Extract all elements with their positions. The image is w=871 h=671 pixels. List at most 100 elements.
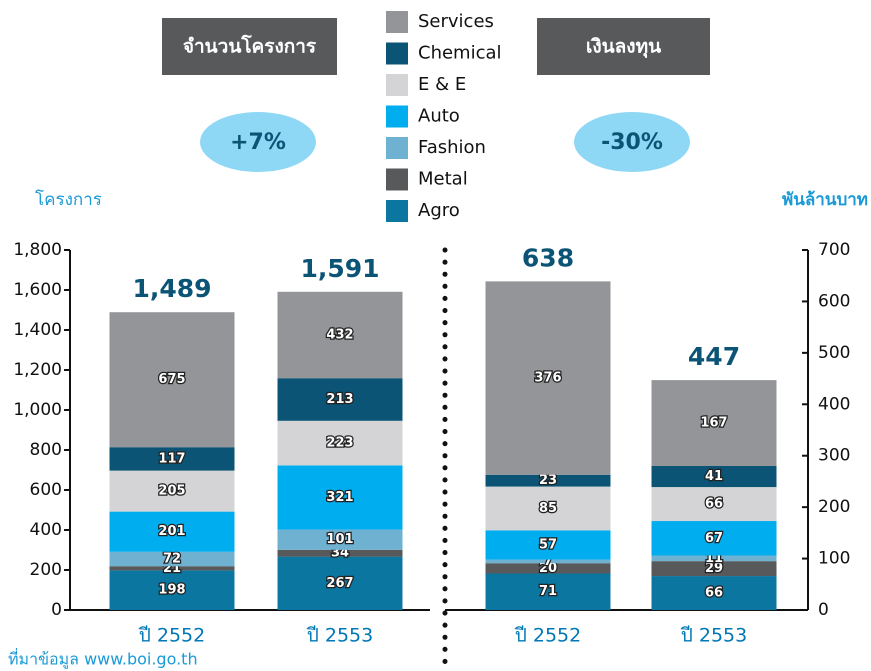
total-label: 447: [688, 342, 740, 371]
segment-label: 376: [534, 371, 561, 386]
bar-segment: Auto: [485, 530, 611, 560]
bar-segment: E & E: [651, 487, 777, 522]
x-tick-label: ปี 2553: [680, 625, 747, 647]
y-tick-label: 0: [51, 600, 62, 620]
segment-label: 41: [705, 469, 723, 484]
legend-label: Auto: [418, 106, 460, 127]
y-tick-label: 400: [30, 520, 62, 540]
segment-label: 167: [700, 416, 727, 431]
source: ที่มาข้อมูล www.boi.go.th: [8, 648, 198, 670]
legend-swatch: [386, 74, 408, 96]
segment-label: 432: [326, 328, 353, 343]
bar-segment: Fashion: [277, 529, 403, 550]
legend-label: Agro: [418, 200, 460, 221]
bar-segment: Chemical: [651, 466, 777, 488]
legend-swatch: [386, 11, 408, 33]
bar-segment: Metal: [651, 561, 777, 577]
bar-segment: Services: [485, 281, 611, 475]
segment-label: 29: [705, 561, 723, 576]
y-tick-label: 800: [30, 440, 62, 460]
bar-segment: Agro: [651, 576, 777, 610]
y-tick-label: 600: [818, 291, 850, 311]
bar-segment: Agro: [485, 573, 611, 610]
y-tick-label: 200: [30, 560, 62, 580]
total-label: 638: [522, 243, 574, 272]
bar-segment: Services: [651, 380, 777, 466]
y-tick-label: 1,800: [13, 240, 62, 260]
y-tick-label: 600: [30, 480, 62, 500]
total-label: 1,489: [132, 274, 211, 303]
y-tick-label: 500: [818, 343, 850, 363]
segment-label: 267: [326, 576, 353, 591]
header-title: จำนวนโครงการ: [183, 35, 317, 58]
y-tick-label: 1,200: [13, 360, 62, 380]
legend-swatch: [386, 105, 408, 128]
segment-label: 57: [539, 537, 557, 552]
legend-swatch: [386, 168, 408, 191]
segment-label: 101: [326, 532, 353, 547]
segment-label: 117: [158, 451, 185, 466]
bar-segment: Services: [109, 312, 235, 448]
segment-label: 205: [158, 484, 185, 499]
y-tick-label: 700: [818, 240, 850, 260]
header-box: [537, 18, 710, 75]
segment-label: 67: [705, 531, 723, 546]
legend-label: Chemical: [418, 43, 502, 64]
header-box: [162, 18, 337, 75]
bar-segment: Fashion: [109, 551, 235, 567]
segment-label: 321: [326, 490, 353, 505]
bar-segment: Auto: [109, 511, 235, 552]
segment-label: 23: [539, 473, 557, 488]
bar-segment: Chemical: [485, 474, 611, 487]
y-tick-label: 200: [818, 497, 850, 517]
bar-segment: E & E: [109, 470, 235, 512]
bar-segment: Fashion: [651, 555, 777, 562]
legend-label: Fashion: [418, 137, 486, 158]
segment-label: 223: [326, 436, 353, 451]
segment-label: 72: [163, 552, 181, 567]
segment-label: 66: [705, 497, 723, 512]
y-axis-label: โครงการ: [35, 189, 102, 210]
segment-label: 20: [539, 561, 557, 576]
segment-label: 7: [543, 554, 552, 569]
header-title: เงินลงทุน: [586, 36, 661, 59]
bar-segment: E & E: [277, 420, 403, 466]
change-badge: [200, 112, 316, 172]
bar-segment: Auto: [277, 465, 403, 530]
segment-label: 85: [539, 501, 557, 516]
change-label: +7%: [230, 130, 286, 155]
y-tick-label: 300: [818, 446, 850, 466]
legend-swatch: [386, 42, 408, 65]
legend-swatch: [386, 200, 408, 222]
change-label: -30%: [601, 130, 663, 155]
legend-label: Metal: [418, 169, 468, 190]
y-tick-label: 100: [818, 549, 850, 569]
total-label: 1,591: [300, 254, 379, 283]
legend-label: E & E: [418, 74, 466, 95]
bar-segment: Chemical: [109, 447, 235, 471]
x-tick-label: ปี 2552: [138, 625, 205, 647]
legend-swatch: [386, 137, 408, 159]
y-tick-label: 0: [818, 600, 829, 620]
y-tick-label: 1,600: [13, 280, 62, 300]
legend-label: Services: [418, 11, 494, 32]
segment-label: 675: [158, 372, 185, 387]
bar-segment: Chemical: [277, 378, 403, 421]
bar-segment: E & E: [485, 486, 611, 531]
bar-segment: Metal: [485, 563, 611, 574]
segment-label: 198: [158, 583, 185, 598]
x-tick-label: ปี 2553: [306, 625, 373, 647]
bar-segment: Metal: [277, 549, 403, 557]
segment-label: 71: [539, 584, 557, 599]
bar-segment: Agro: [109, 570, 235, 610]
y-axis-label: พันล้านบาท: [782, 190, 868, 210]
bar-segment: Fashion: [485, 559, 611, 564]
bar-segment: Auto: [651, 521, 777, 556]
y-tick-label: 1,000: [13, 400, 62, 420]
bar-segment: Metal: [109, 566, 235, 571]
change-badge: [574, 112, 690, 172]
y-tick-label: 400: [818, 394, 850, 414]
segment-label: 66: [705, 586, 723, 601]
y-tick-label: 1,400: [13, 320, 62, 340]
